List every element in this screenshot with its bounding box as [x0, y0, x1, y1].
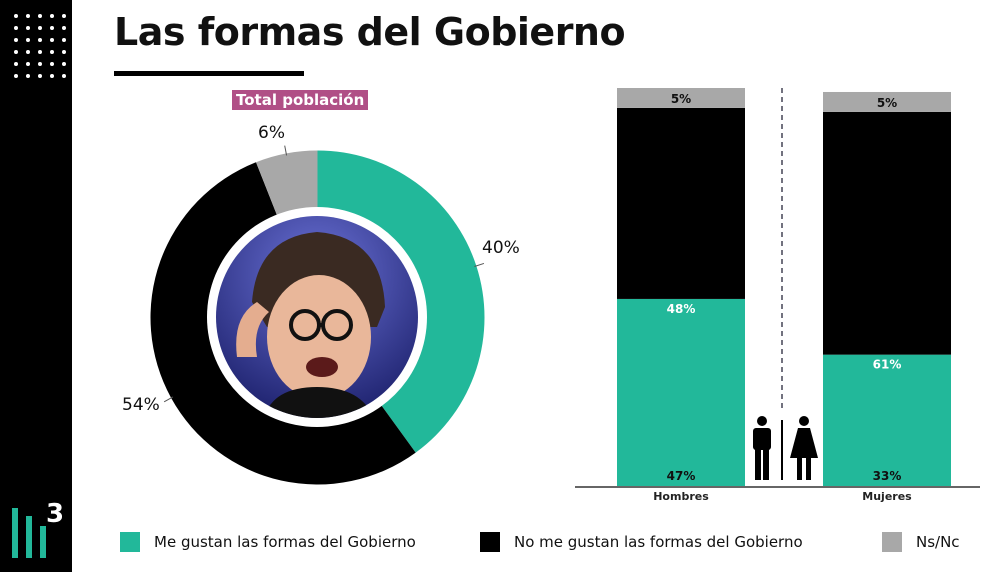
donut-slice [256, 150, 318, 218]
bar-segment [823, 91, 951, 112]
x-tick-label: Mujeres [862, 490, 912, 503]
legend-label: Me gustan las formas del Gobierno [154, 533, 416, 551]
chart-subtitle: Total población [232, 90, 369, 110]
title-underline [114, 71, 304, 76]
donut-data-label: 6% [258, 123, 285, 143]
woman-icon [790, 416, 818, 480]
legend-item-gustan: Me gustan las formas del Gobierno [120, 530, 416, 554]
donut-leader-line [284, 145, 288, 156]
dot-grid-icon [14, 14, 66, 78]
bar-data-label: 5% [877, 96, 897, 110]
bar-segment [617, 88, 745, 108]
bar-data-label: 5% [671, 92, 691, 106]
donut-leader-line [474, 262, 485, 267]
page-title: Las formas del Gobierno [114, 10, 626, 54]
bar-data-label: 33% [873, 469, 902, 483]
legend-item-no-gustan: No me gustan las formas del Gobierno [480, 530, 803, 554]
donut-data-label: 40% [482, 238, 520, 258]
bar-data-label: 47% [667, 469, 696, 483]
bar-data-label: 61% [873, 358, 902, 372]
legend-item-nsnc: Ns/Nc [882, 530, 960, 554]
bar-segment [617, 107, 745, 299]
legend-label: No me gustan las formas del Gobierno [514, 533, 803, 551]
bar-segment [823, 111, 951, 355]
sidebar: 3 [0, 0, 72, 572]
logo-digit: 3 [46, 500, 64, 529]
legend-swatch [120, 532, 140, 552]
bar-data-label: 48% [667, 302, 696, 316]
donut-chart: 40% 54% 6% [122, 123, 520, 485]
bar-segment [823, 354, 951, 486]
donut-leader-line [163, 396, 174, 403]
bar-segment [617, 298, 745, 486]
person-photo [207, 207, 427, 427]
donut-slice [150, 162, 416, 485]
legend-label: Ns/Nc [916, 533, 960, 551]
x-tick-label: Hombres [653, 490, 709, 503]
donut-data-label: 54% [122, 395, 160, 415]
legend-swatch [882, 532, 902, 552]
legend-swatch [480, 532, 500, 552]
stacked-bar-chart: 47% 48% 5% Hombres 33% 61% 5% Mujeres [575, 88, 980, 503]
donut-slice [317, 150, 485, 453]
man-icon [753, 416, 771, 480]
bars-logo-icon: 3 [12, 500, 64, 558]
